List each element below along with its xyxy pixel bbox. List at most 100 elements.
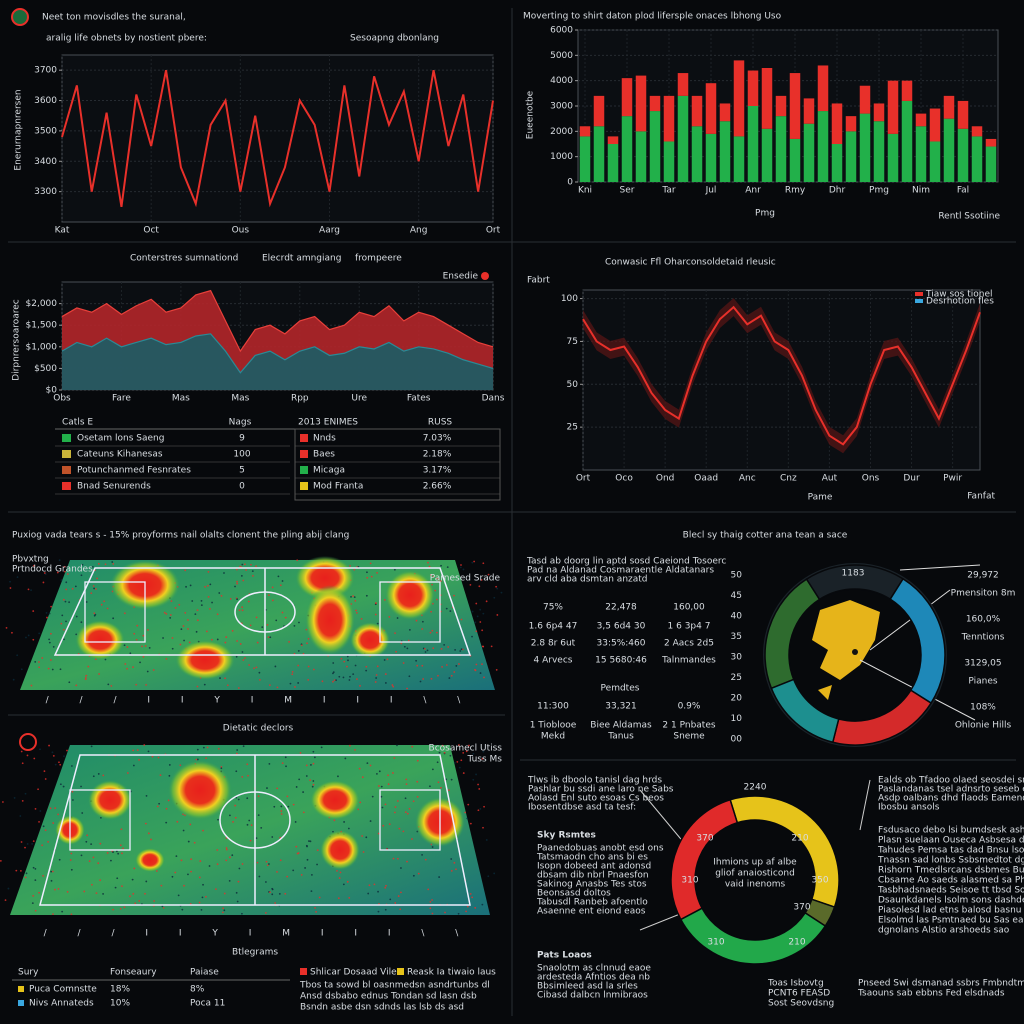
noise-dot	[84, 677, 87, 679]
noise-dot	[32, 610, 35, 612]
noise-dot	[314, 906, 316, 909]
hot-spot	[350, 622, 390, 658]
noise-dot	[274, 902, 276, 904]
noise-dot	[402, 830, 405, 833]
scale-label: 25	[731, 673, 742, 683]
bar-segment	[733, 136, 745, 182]
noise-dot	[131, 878, 134, 881]
noise-dot	[39, 748, 41, 751]
noise-dot	[236, 582, 239, 585]
x-tick-label: Oct	[143, 226, 159, 236]
noise-dot	[343, 660, 346, 663]
noise-dot	[416, 759, 419, 762]
noise-dot	[41, 657, 44, 659]
noise-dot	[196, 609, 199, 611]
noise-dot	[30, 589, 32, 592]
noise-dot	[120, 828, 123, 831]
noise-dot	[41, 844, 44, 847]
noise-dot	[216, 613, 219, 616]
noise-dot	[66, 749, 68, 752]
noise-dot	[481, 757, 484, 760]
noise-dot	[354, 749, 356, 751]
noise-dot	[374, 681, 377, 683]
noise-dot	[165, 612, 168, 615]
chart-title: Conterstres sumnationd	[130, 254, 238, 264]
noise-dot	[421, 620, 424, 623]
noise-dot	[280, 810, 283, 812]
stat-label: 4 Arvecs	[534, 656, 573, 666]
note-line: Tatsmaodn cho ans bi es	[536, 853, 648, 863]
bar-segment	[845, 116, 857, 132]
noise-dot	[237, 687, 240, 689]
noise-dot	[384, 886, 387, 889]
noise-dot	[482, 750, 485, 753]
y-tick-label: 2000	[550, 127, 573, 137]
noise-dot	[462, 568, 465, 571]
noise-dot	[15, 869, 18, 872]
noise-dot	[80, 621, 83, 624]
noise-dot	[70, 913, 73, 916]
side-value: 3129,05	[964, 659, 1001, 669]
note-line: Sakinog Anasbs Tes stos	[537, 880, 647, 890]
noise-dot	[198, 901, 201, 904]
noise-dot	[44, 829, 47, 832]
corner-label: Fabrt	[527, 276, 550, 286]
scale-label: 10	[731, 714, 743, 724]
noise-dot	[206, 746, 209, 749]
legend-text: Tuss Ms	[466, 755, 502, 765]
noise-dot	[201, 896, 204, 899]
noise-dot	[464, 811, 467, 814]
noise-dot	[48, 612, 51, 615]
y-tick-label: 6000	[550, 26, 573, 36]
x-tick-label: Obs	[53, 394, 71, 404]
noise-dot	[49, 807, 52, 810]
noise-dot	[271, 586, 274, 589]
noise-dot	[171, 875, 174, 878]
noise-dot	[291, 670, 294, 673]
noise-dot	[391, 684, 394, 686]
caption: Btlegrams	[232, 948, 278, 958]
noise-dot	[65, 581, 68, 584]
noise-dot	[24, 792, 27, 795]
noise-dot	[90, 843, 93, 846]
noise-dot	[52, 755, 55, 757]
noise-dot	[54, 807, 57, 810]
noise-dot	[159, 774, 162, 777]
caption: Tsaouns sab ebbns Fed elsdnads	[857, 989, 1005, 999]
x-tick-label: Anr	[745, 186, 761, 196]
noise-dot	[453, 761, 456, 764]
noise-dot	[268, 684, 271, 687]
legend-swatch	[915, 299, 923, 303]
noise-dot	[436, 577, 439, 580]
label: Prtndocd Grandes	[12, 565, 93, 575]
noise-dot	[196, 685, 199, 688]
table-cell: 18%	[110, 985, 130, 995]
bar-segment	[831, 144, 843, 182]
noise-dot	[228, 879, 231, 882]
line	[61, 69, 494, 208]
noise-dot	[136, 749, 139, 751]
noise-dot	[34, 867, 37, 870]
note-line: Cibasd dalbcn lnmibraos	[537, 991, 648, 1001]
caption: Toas Isbovtg	[767, 979, 824, 989]
noise-dot	[419, 680, 422, 683]
noise-dot	[445, 607, 448, 610]
swatch	[18, 986, 24, 992]
bar-segment	[621, 116, 633, 182]
noise-dot	[249, 839, 252, 842]
noise-dot	[434, 589, 437, 592]
noise-dot	[93, 612, 96, 615]
bar-segment	[957, 128, 969, 182]
bar-segment	[803, 123, 815, 182]
noise-dot	[231, 854, 234, 857]
y-tick-label: 3500	[34, 126, 57, 136]
noise-dot	[264, 912, 267, 914]
noise-dot	[126, 646, 129, 648]
noise-dot	[205, 757, 208, 760]
noise-dot	[297, 664, 300, 667]
noise-dot	[472, 752, 475, 755]
note-line: Rishorn Tmedlsrcans dsbmes Bues as	[878, 866, 1024, 876]
noise-dot	[408, 807, 411, 810]
noise-dot	[481, 629, 484, 632]
noise-dot	[416, 780, 419, 783]
